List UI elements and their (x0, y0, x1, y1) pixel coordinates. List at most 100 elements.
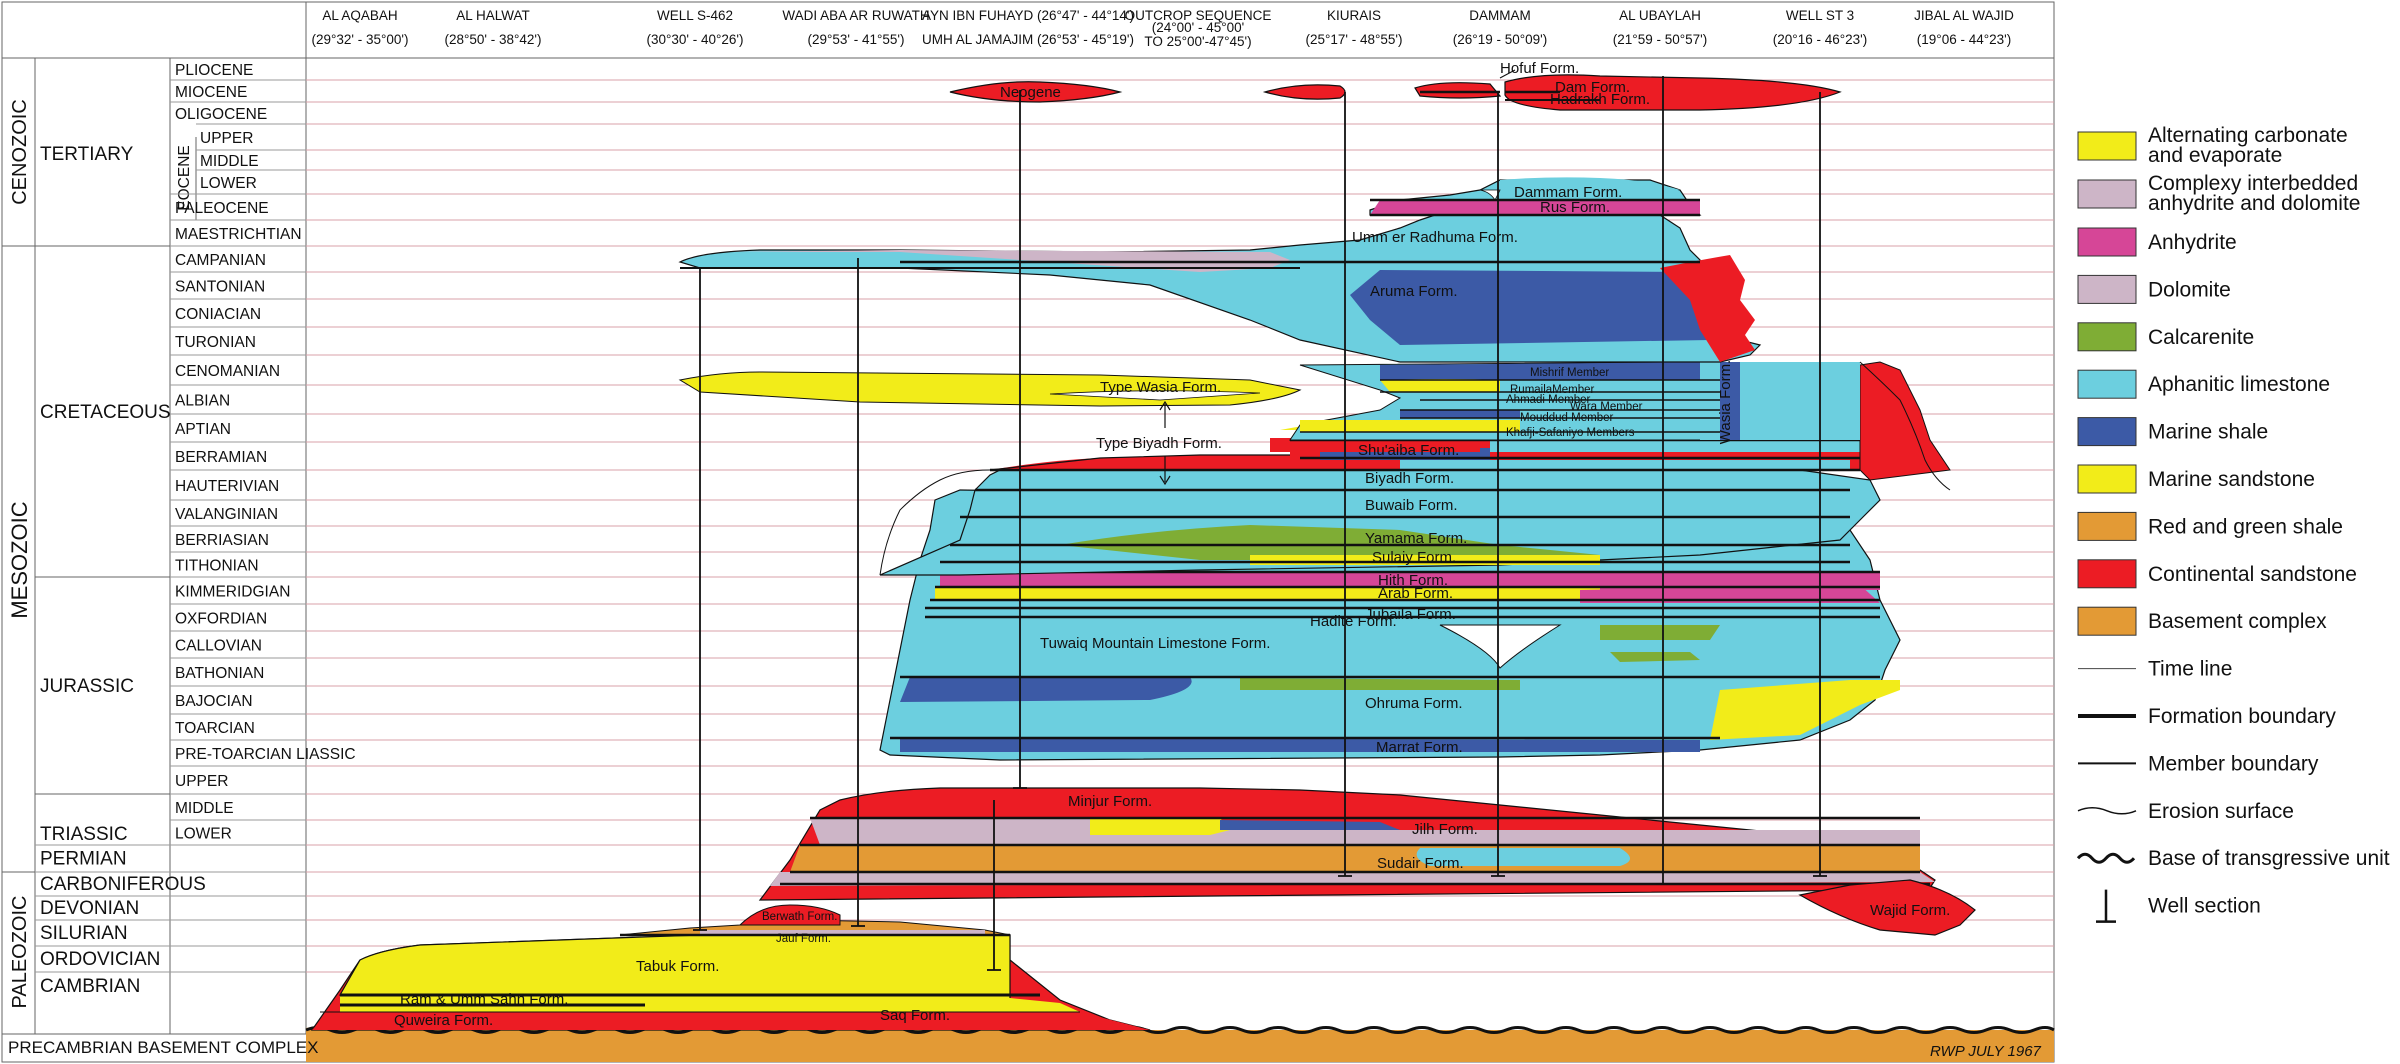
label-marrat: Marrat Form. (1376, 739, 1463, 756)
era-mesozoic: MESOZOIC (7, 501, 32, 618)
label-ram-umm-sahn: Ram & Umm Sahn Form. (400, 991, 568, 1008)
period-cretaceous: CRETACEOUS (40, 402, 171, 423)
location-header: AL AQABAH (29°32' - 35°00') (311, 8, 408, 47)
legend-item: Marine shale (2077, 417, 2268, 447)
epoch-label: MIOCENE (175, 84, 247, 101)
legend-swatch (2077, 274, 2137, 304)
epoch-label: BAJOCIAN (175, 693, 253, 710)
epoch-label: BERRIASIAN (175, 532, 269, 549)
label-hadite: Hadite Form. (1310, 613, 1397, 630)
location-coords: (30°30' - 40°26') (646, 32, 743, 47)
epoch-label: OXFORDIAN (175, 611, 267, 628)
label-mouddud: Mouddud Member (1520, 412, 1613, 424)
location-name: DAMMAM (1469, 8, 1531, 23)
signature: RWP JULY 1967 (1930, 1043, 2042, 1060)
period-triassic: TRIASSIC (40, 824, 128, 845)
location-coords-2: TO 25°00'-47°45') (1144, 34, 1251, 49)
location-header: AYN IBN FUHAYD (26°47' - 44°14') UMH AL J… (922, 8, 1134, 47)
label-hith: Hith Form. (1378, 572, 1448, 589)
legend-swatch (2076, 852, 2136, 864)
location-header: KIURAIS (25°17' - 48°55') (1305, 8, 1402, 47)
neogene-lens (949, 81, 1123, 103)
legend-label: Member boundary (2148, 752, 2319, 775)
location-name: WELL S-462 (657, 8, 733, 23)
legend-label: Dolomite (2148, 278, 2231, 301)
legend-label: and evaporate (2148, 144, 2282, 167)
location-name: AL UBAYLAH (1619, 8, 1701, 23)
label-type-wasia: Type Wasia Form. (1100, 379, 1221, 396)
epoch-label: MAESTRICHTIAN (175, 226, 302, 243)
legend-item: Well section (2096, 889, 2261, 923)
location-coords: (25°17' - 48°55') (1305, 32, 1402, 47)
epoch-label: CAMBRIAN (40, 976, 140, 997)
location-name: KIURAIS (1327, 8, 1381, 23)
location-name: JIBAL AL WAJID (1914, 8, 2014, 23)
label-hadrakh: Hadrakh Form. (1550, 91, 1650, 108)
label-biyadh: Biyadh Form. (1365, 470, 1454, 487)
epoch-label: VALANGINIAN (175, 506, 278, 523)
epoch-label: APTIAN (175, 421, 231, 438)
label-saq: Saq Form. (880, 1007, 950, 1024)
epoch-label: TITHONIAN (175, 558, 259, 575)
legend-label: Continental sandstone (2148, 563, 2357, 586)
legend-item: Time line (2078, 658, 2232, 681)
label-wasia: Wasia Form. (1717, 360, 1734, 444)
location-coords: (26°19 - 50°09') (1453, 32, 1547, 47)
label-rumaila: RumailaMember (1510, 384, 1595, 396)
legend-label: Marine sandstone (2148, 468, 2315, 491)
location-header: JIBAL AL WAJID (19°06 - 44°23') (1914, 8, 2014, 47)
basement-complex (306, 1030, 2054, 1062)
legend-swatch (2077, 464, 2137, 494)
epoch-label: SANTONIAN (175, 279, 265, 296)
label-berwath: Berwath Form. (762, 911, 837, 923)
epoch-label: LOWER (200, 175, 257, 192)
location-coords: (20°16 - 46°23') (1773, 32, 1867, 47)
location-coords: (19°06 - 44°23') (1917, 32, 2011, 47)
period-jurassic: JURASSIC (40, 676, 134, 697)
epoch-label: PRE-TOARCIAN LIASSIC (175, 746, 356, 763)
hadrakh-lens (1504, 74, 1842, 111)
label-wajid: Wajid Form. (1870, 902, 1950, 919)
location-coords: (29°32' - 35°00') (311, 32, 408, 47)
legend-label: anhydrite and dolomite (2148, 192, 2360, 215)
label-khafji: Khafji-Safaniyo Members (1506, 427, 1635, 439)
label-tabuk: Tabuk Form. (636, 958, 719, 975)
wajid-body (1798, 879, 1976, 936)
epoch-label: ORDOVICIAN (40, 949, 160, 970)
legend-swatch (2077, 369, 2137, 399)
epoch-label: PERMIAN (40, 849, 127, 870)
legend-swatch (2096, 889, 2116, 923)
location-header: WADI ABA AR RUWATH (29°53' - 41°55') (782, 8, 929, 47)
epoch-label: CAMPANIAN (175, 252, 266, 269)
legend-label: Calcarenite (2148, 326, 2254, 349)
epoch-label: SILURIAN (40, 923, 128, 944)
legend-item: Marine sandstone (2077, 464, 2315, 494)
epoch-label: MIDDLE (200, 153, 259, 170)
label-sudair: Sudair Form. (1377, 855, 1464, 872)
location-coords: (29°53' - 41°55') (807, 32, 904, 47)
label-buwaib: Buwaib Form. (1365, 497, 1458, 514)
legend-label: Time line (2148, 658, 2232, 681)
legend-swatch (2077, 131, 2137, 161)
location-header: OUTCROP SEQUENCE(24°00' - 45°00'TO 25°00… (1125, 8, 1272, 49)
location-name: AL HALWAT (456, 8, 530, 23)
epoch-label: HAUTERIVIAN (175, 478, 279, 495)
location-name: AYN IBN FUHAYD (26°47' - 44°14') (922, 8, 1134, 23)
location-header: DAMMAM (26°19 - 50°09') (1453, 8, 1547, 47)
epoch-label: PLIOCENE (175, 62, 253, 79)
location-coords: (24°00' - 45°00' (1152, 20, 1245, 35)
legend-item: Aphanitic limestone (2077, 369, 2330, 399)
legend-swatch (2077, 807, 2137, 815)
epoch-label: TURONIAN (175, 334, 256, 351)
label-wara: Wara Member (1570, 401, 1643, 413)
location-name: AL AQABAH (322, 8, 397, 23)
legend-swatch (2077, 179, 2137, 209)
legend-item: Base of transgressive unit (2076, 847, 2390, 870)
legend-label: Aphanitic limestone (2148, 373, 2330, 396)
legend-item: Red and green shale (2077, 511, 2343, 541)
label-hofuf: Hofuf Form. (1500, 60, 1579, 77)
epoch-label: DEVONIAN (40, 898, 139, 919)
legend-label: Formation boundary (2148, 705, 2336, 728)
epoch-label: PALEOCENE (175, 200, 269, 217)
